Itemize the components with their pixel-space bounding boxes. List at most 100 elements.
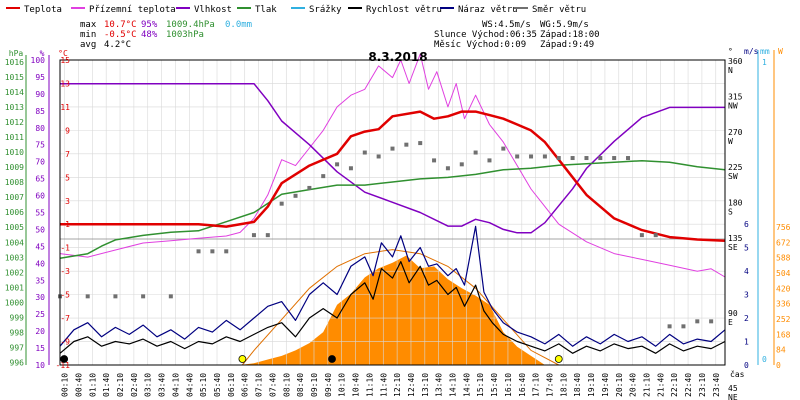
direction-tick: 360 [728, 57, 743, 66]
time-tick: 04:10 [171, 373, 180, 397]
time-tick: 07:10 [255, 373, 264, 397]
humidity-tick: 20 [35, 327, 45, 336]
pressure-tick: 1014 [5, 88, 24, 97]
time-tick: 14:40 [462, 373, 471, 397]
wind-direction-point [210, 249, 215, 254]
wind-direction-point [612, 156, 617, 161]
wind-direction-point [293, 193, 298, 198]
temperature-tick: -7 [60, 314, 70, 323]
time-axis-label: čas [730, 369, 745, 379]
time-tick: 05:40 [213, 373, 222, 397]
pressure-tick: 1005 [5, 223, 24, 232]
humidity-tick: 30 [35, 293, 45, 302]
wind-tick: 6 [744, 220, 749, 229]
wind-direction-point [404, 142, 409, 147]
solar-tick: 504 [776, 269, 791, 278]
stats-max-temp: 10.7°C [104, 20, 137, 30]
wind-direction-point [445, 166, 450, 171]
solar-tick: 420 [776, 284, 791, 293]
direction-label: NW [728, 101, 738, 110]
time-tick: 22:40 [684, 373, 693, 397]
solar-unit: W [778, 47, 783, 56]
header-stats: 8.3.2018 max 10.7°C 95% 1009.4hPa 0.0mm … [80, 20, 600, 64]
pressure-tick: 1000 [5, 298, 24, 307]
wind-direction-point [113, 294, 118, 299]
wind-direction-point [709, 319, 714, 324]
wind-direction-point [141, 294, 146, 299]
series-rychlost-vetru [59, 261, 726, 354]
sun-curve [241, 249, 560, 366]
time-tick: 20:10 [615, 373, 624, 397]
stats-min-label: min [80, 30, 96, 40]
direction-tick: 90 [728, 309, 738, 318]
wind-direction-point [584, 156, 589, 161]
time-tick: 15:40 [490, 373, 499, 397]
time-tick: 08:10 [282, 373, 291, 397]
direction-tick: 270 [728, 128, 743, 137]
time-tick: 09:10 [310, 373, 319, 397]
direction-label: SE [728, 243, 738, 252]
wind-direction-point [348, 166, 353, 171]
wind-direction-point [556, 156, 561, 161]
wind-direction-point [473, 150, 478, 155]
wind-direction-point [362, 150, 367, 155]
pressure-tick: 1016 [5, 58, 24, 67]
pressure-tick: 996 [10, 358, 25, 367]
humidity-tick: 90 [35, 90, 45, 99]
direction-tick: 45 [728, 384, 738, 393]
time-tick: 12:10 [393, 373, 402, 397]
solar-tick: 168 [776, 330, 791, 339]
humidity-tick: 85 [35, 107, 45, 116]
time-tick: 20:40 [629, 373, 638, 397]
wind-direction-point [307, 185, 312, 190]
series-vlhkost [60, 82, 725, 234]
direction-tick: 315 [728, 92, 743, 101]
wind-tick: 5 [744, 244, 749, 253]
wind-direction-point [570, 156, 575, 161]
temperature-tick: -1 [60, 244, 70, 253]
temperature-tick: 5 [65, 173, 70, 182]
time-tick: 02:10 [116, 373, 125, 397]
time-tick: 17:10 [532, 373, 541, 397]
pressure-tick: 1013 [5, 103, 24, 112]
time-tick: 21:40 [656, 373, 665, 397]
humidity-tick: 60 [35, 192, 45, 201]
wind-direction-point [681, 324, 686, 329]
sun-marker [238, 355, 247, 363]
time-tick: 10:40 [352, 373, 361, 397]
time-tick: 04:40 [185, 373, 194, 397]
info-sunset: Západ:18:00 [540, 30, 600, 40]
stats-min-temp: -0.5°C [104, 30, 137, 40]
time-tick: 14:10 [449, 373, 458, 397]
humidity-tick: 65 [35, 175, 45, 184]
time-tick: 16:40 [518, 373, 527, 397]
temperature-tick: 15 [60, 56, 70, 65]
wind-direction-point [418, 141, 423, 146]
legend-label: Rychlost větru [366, 5, 442, 15]
time-tick: 16:10 [504, 373, 513, 397]
time-tick: 06:10 [227, 373, 236, 397]
series-prizemni-teplota [59, 53, 726, 278]
series-layer [58, 53, 726, 366]
info-ws: WS:4.5m/s [482, 20, 531, 30]
solar-tick: 588 [776, 254, 791, 263]
pressure-tick: 1002 [5, 268, 24, 277]
wind-direction-point [251, 233, 256, 238]
pressure-tick: 1011 [5, 133, 24, 142]
direction-tick: 225 [728, 163, 743, 172]
temperature-tick: 13 [60, 79, 70, 88]
direction-label: E [728, 318, 733, 327]
direction-tick: 135 [728, 234, 743, 243]
solar-tick: 84 [776, 346, 786, 355]
wind-tick: 1 [744, 338, 749, 347]
wind-direction-point [598, 156, 603, 161]
temperature-tick: -5 [60, 291, 70, 300]
wind-direction-point [196, 249, 201, 254]
humidity-tick: 70 [35, 158, 45, 167]
temperature-tick: -11 [56, 361, 71, 370]
temperature-tick: -9 [60, 338, 70, 347]
rain-unit: mm [760, 47, 770, 56]
legend-label: Srážky [309, 5, 342, 15]
wind-tick: 0 [744, 361, 749, 370]
time-tick: 01:10 [88, 373, 97, 397]
